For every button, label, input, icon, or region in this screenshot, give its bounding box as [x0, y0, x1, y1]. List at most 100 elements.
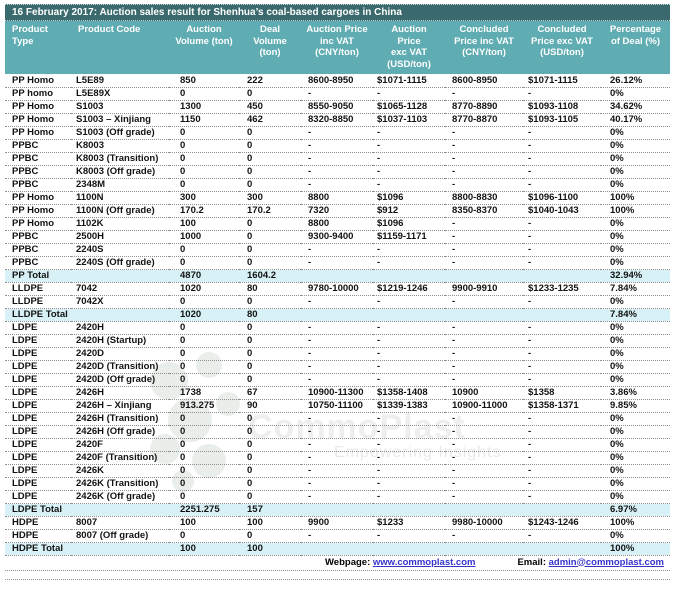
- table-cell: 0: [239, 243, 301, 257]
- table-cell: 0: [169, 412, 239, 426]
- table-cell: 0: [239, 373, 301, 387]
- table-cell: [445, 308, 523, 322]
- table-cell: 0: [239, 425, 301, 439]
- table-cell: 0: [169, 87, 239, 101]
- table-cell: -: [301, 87, 373, 101]
- table-cell: -: [301, 451, 373, 465]
- table-cell: -: [373, 126, 445, 140]
- table-cell: $1071-1115: [523, 74, 601, 88]
- table-cell: 0%: [601, 126, 670, 140]
- table-cell: -: [523, 217, 601, 231]
- table-cell: 100%: [601, 191, 670, 205]
- table-cell: LLDPE: [5, 282, 71, 296]
- table-cell: 0%: [601, 360, 670, 374]
- table-cell: -: [523, 152, 601, 166]
- table-cell: PP Homo: [5, 126, 71, 140]
- table-cell: 10900-11300: [301, 386, 373, 400]
- table-cell: 0: [169, 360, 239, 374]
- table-cell: -: [523, 477, 601, 491]
- table-cell: 0: [239, 438, 301, 452]
- table-cell: 0%: [601, 347, 670, 361]
- table-cell: 462: [239, 113, 301, 127]
- table-cell: -: [373, 243, 445, 257]
- table-cell: 100: [169, 516, 239, 530]
- table-cell: 7.84%: [601, 308, 670, 322]
- table-cell: $1093-1108: [523, 100, 601, 114]
- table-cell: -: [523, 464, 601, 478]
- table-cell: 0%: [601, 217, 670, 231]
- table-cell: -: [373, 139, 445, 153]
- table-cell: PPBC: [5, 178, 71, 192]
- table-cell: 2420F (Transition): [71, 451, 169, 465]
- table-cell: PP Total: [5, 269, 71, 283]
- table-cell: -: [445, 152, 523, 166]
- table-cell: -: [523, 347, 601, 361]
- table-cell: 0%: [601, 230, 670, 244]
- table-cell: 1020: [169, 282, 239, 296]
- table-cell: LDPE: [5, 438, 71, 452]
- table-cell: 0: [169, 347, 239, 361]
- table-cell: 8770-8870: [445, 113, 523, 127]
- table-cell: 2240S (Off grade): [71, 256, 169, 270]
- table-cell: -: [445, 230, 523, 244]
- table-cell: 0: [169, 451, 239, 465]
- bottom-border-row: [5, 571, 670, 580]
- table-cell: -: [445, 256, 523, 270]
- table-cell: 80: [239, 308, 301, 322]
- table-cell: 0%: [601, 425, 670, 439]
- webpage-group: Webpage: www.commoplast.com: [325, 557, 475, 568]
- table-cell: 0%: [601, 490, 670, 504]
- table-cell: -: [445, 217, 523, 231]
- table-cell: 9300-9400: [301, 230, 373, 244]
- table-cell: $1065-1128: [373, 100, 445, 114]
- table-cell: 2500H: [71, 230, 169, 244]
- table-cell: -: [373, 165, 445, 179]
- table-row: LLDPE 7042X 0 0- - - -0%: [5, 295, 670, 309]
- webpage-link[interactable]: www.commoplast.com: [372, 556, 476, 568]
- table-cell: 10900: [445, 386, 523, 400]
- table-cell: $1358-1371: [523, 399, 601, 413]
- table-cell: -: [301, 425, 373, 439]
- table-cell: -: [445, 87, 523, 101]
- table-cell: -: [523, 425, 601, 439]
- table-cell: -: [445, 243, 523, 257]
- table-cell: $1037-1103: [373, 113, 445, 127]
- table-row: PP Homo 1102K 100 0 8800 $1096- -0%: [5, 217, 670, 231]
- table-row: PP Homo L5E89 850 222 8600-8950 $1071-1115 860…: [5, 74, 670, 88]
- table-row: LDPE 2420H (Startup) 0 0- - - -0%: [5, 334, 670, 348]
- table-row: LDPE 2420D (Off grade) 0 0- - - -0%: [5, 373, 670, 387]
- table-cell: -: [373, 152, 445, 166]
- table-cell: 157: [239, 503, 301, 517]
- table-cell: 2240S: [71, 243, 169, 257]
- table-cell: [373, 269, 445, 283]
- table-cell: -: [301, 243, 373, 257]
- table-cell: PPBC: [5, 152, 71, 166]
- email-link[interactable]: admin@commoplast.com: [548, 556, 664, 568]
- table-cell: -: [523, 360, 601, 374]
- column-header-4: Deal Volume (ton): [239, 21, 301, 74]
- table-cell: -: [301, 256, 373, 270]
- table-cell: 32.94%: [601, 269, 670, 283]
- table-cell: LDPE: [5, 464, 71, 478]
- table-cell: 450: [239, 100, 301, 114]
- table-cell: 8800: [301, 191, 373, 205]
- table-row: PPBC 2348M 0 0- - - -0%: [5, 178, 670, 192]
- table-cell: 0%: [601, 152, 670, 166]
- column-header-7: Concluded Price inc VAT (CNY/ton): [445, 21, 523, 74]
- table-cell: -: [445, 412, 523, 426]
- table-cell: 222: [239, 74, 301, 88]
- table-cell: 0: [169, 321, 239, 335]
- table-cell: -: [301, 490, 373, 504]
- table-cell: 0: [169, 425, 239, 439]
- table-cell: [71, 269, 169, 283]
- table-row: LDPE 2420H 0 0- - - -0%: [5, 321, 670, 335]
- table-cell: -: [523, 243, 601, 257]
- table-row: LDPE 2426H – Xinjiang 913.275 90 10750-11100…: [5, 399, 670, 413]
- table-cell: 10900-11000: [445, 399, 523, 413]
- table-cell: -: [301, 139, 373, 153]
- table-row: PPBC 2240S 0 0- - - -0%: [5, 243, 670, 257]
- table-cell: LDPE: [5, 399, 71, 413]
- table-cell: -: [445, 347, 523, 361]
- table-cell: -: [373, 295, 445, 309]
